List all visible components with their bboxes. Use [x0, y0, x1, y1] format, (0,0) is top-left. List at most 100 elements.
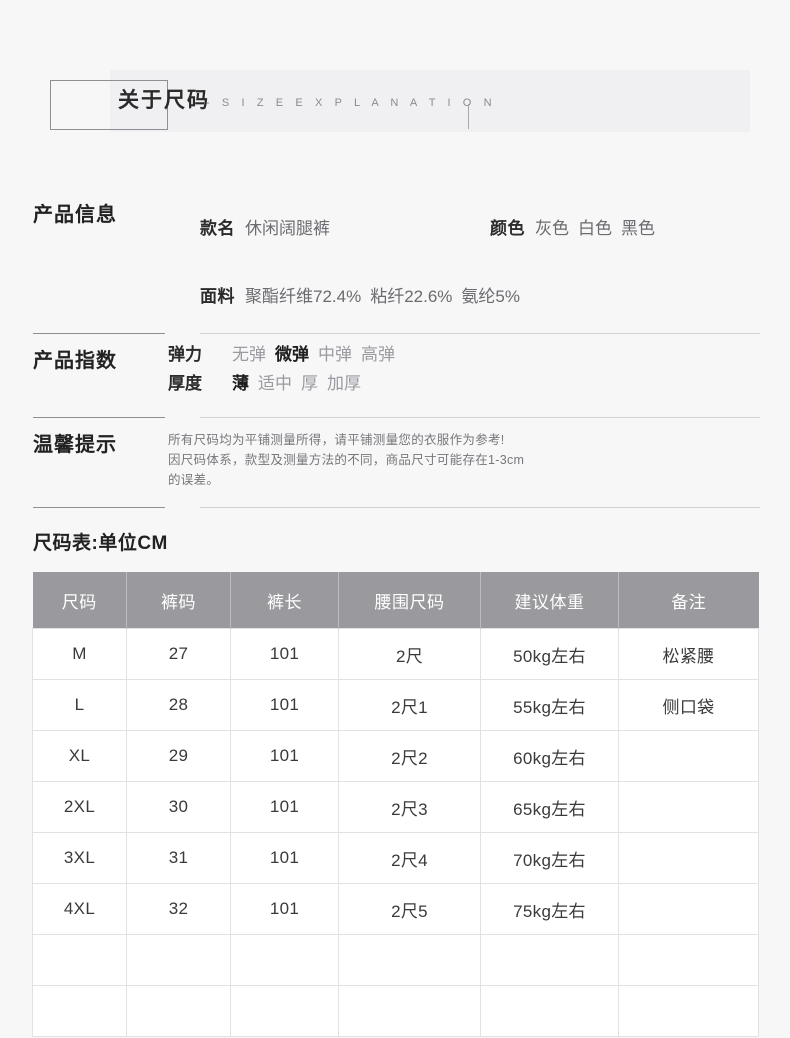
thickness-option-1: 适中	[258, 374, 292, 393]
elasticity-option-0: 无弹	[232, 345, 266, 364]
table-cell	[32, 934, 127, 986]
size-table: 尺码 裤码 裤长 腰围尺码 建议体重 备注 M 27 101 2尺 50kg左右…	[32, 572, 759, 1037]
banner-background	[110, 70, 750, 132]
product-info-block: 产品信息 款名 休闲阔腿裤 颜色 灰色 白色 黑色 面料 聚酯纤维72.4% 粘纤22…	[0, 198, 790, 514]
table-cell: 30	[126, 781, 231, 833]
table-cell	[338, 934, 481, 986]
table-cell: 3XL	[32, 832, 127, 884]
table-cell: 侧口袋	[618, 679, 759, 731]
fabric-value-3: 氨纶5%	[461, 287, 520, 306]
table-cell	[230, 934, 339, 986]
thickness-option-3: 加厚	[327, 374, 361, 393]
table-row: XL 29 101 2尺2 60kg左右	[32, 730, 759, 782]
table-cell: 松紧腰	[618, 628, 759, 680]
table-cell: 2尺	[338, 628, 481, 680]
color-label: 颜色	[490, 219, 525, 238]
banner-vertical-divider	[468, 104, 469, 129]
banner-outline-box	[50, 80, 168, 130]
table-cell	[618, 832, 759, 884]
table-cell: 55kg左右	[480, 679, 619, 731]
table-cell: 70kg左右	[480, 832, 619, 884]
thickness-label: 厚度	[168, 374, 202, 393]
color-value-2: 白色	[578, 219, 612, 238]
size-table-header-row: 尺码 裤码 裤长 腰围尺码 建议体重 备注	[32, 572, 759, 629]
size-table-header-cell: 腰围尺码	[338, 572, 481, 629]
section-product-index-body: 弹力 无弹 微弹 中弹 高弹 厚度 薄适中厚加厚	[168, 340, 790, 398]
size-table-header-cell: 裤码	[126, 572, 231, 629]
table-cell: 101	[230, 679, 339, 731]
table-cell	[126, 985, 231, 1037]
table-cell: 4XL	[32, 883, 127, 935]
table-cell: 2尺1	[338, 679, 481, 731]
table-cell: 31	[126, 832, 231, 884]
table-cell: 101	[230, 883, 339, 935]
table-cell	[618, 985, 759, 1037]
table-row: 2XL 30 101 2尺3 65kg左右	[32, 781, 759, 833]
style-name-label: 款名	[200, 219, 235, 238]
table-cell: 101	[230, 628, 339, 680]
thickness-option-2: 厚	[301, 374, 318, 393]
color-field: 颜色 灰色 白色 黑色	[490, 214, 664, 239]
elasticity-option-3: 高弹	[361, 345, 395, 364]
table-row	[32, 985, 759, 1037]
tip-line-3: 的误差。	[168, 473, 220, 487]
table-cell: 101	[230, 781, 339, 833]
table-cell	[618, 781, 759, 833]
table-row: M 27 101 2尺 50kg左右 松紧腰	[32, 628, 759, 680]
color-value-3: 黑色	[621, 219, 655, 238]
table-cell	[480, 985, 619, 1037]
section-product-info: 产品信息 款名 休闲阔腿裤 颜色 灰色 白色 黑色 面料 聚酯纤维72.4% 粘纤22…	[0, 198, 790, 328]
table-cell: 2XL	[32, 781, 127, 833]
elasticity-label: 弹力	[168, 345, 202, 364]
fabric-field: 面料 聚酯纤维72.4% 粘纤22.6% 氨纶5%	[200, 282, 529, 307]
table-cell: 75kg左右	[480, 883, 619, 935]
table-cell: XL	[32, 730, 127, 782]
table-cell: M	[32, 628, 127, 680]
size-table-header-cell: 尺码	[32, 572, 127, 629]
section-product-index-label: 产品指数	[33, 350, 117, 372]
style-name-field: 款名 休闲阔腿裤	[200, 214, 330, 239]
divider-above-tips	[0, 412, 790, 424]
elasticity-option-1: 微弹	[275, 345, 309, 364]
color-value-1: 灰色	[535, 219, 569, 238]
tip-line-1: 所有尺码均为平铺测量所得，请平铺测量您的衣服作为参考!	[168, 433, 505, 447]
table-row: 4XL 32 101 2尺5 75kg左右	[32, 883, 759, 935]
table-cell: 29	[126, 730, 231, 782]
table-cell	[230, 985, 339, 1037]
fabric-value-1: 聚酯纤维72.4%	[245, 287, 362, 306]
table-cell	[480, 934, 619, 986]
table-cell: 50kg左右	[480, 628, 619, 680]
size-explanation-banner: 关于尺码 - S I Z E E X P L A N A T I O N	[0, 70, 790, 138]
size-table-header-cell: 备注	[618, 572, 759, 629]
size-table-body: M 27 101 2尺 50kg左右 松紧腰 L 28 101 2尺1 55kg…	[32, 628, 759, 1037]
banner-title: 关于尺码	[118, 89, 210, 112]
table-cell: 101	[230, 730, 339, 782]
table-cell	[126, 934, 231, 986]
table-cell	[618, 934, 759, 986]
elasticity-row: 弹力 无弹 微弹 中弹 高弹	[168, 340, 760, 365]
thickness-options: 薄适中厚加厚	[232, 369, 370, 394]
table-cell	[618, 883, 759, 935]
table-cell	[32, 985, 127, 1037]
tip-line-2: 因尺码体系，款型及测量方法的不同，商品尺寸可能存在1-3cm	[168, 453, 525, 467]
banner-subtitle: - S I Z E E X P L A N A T I O N	[206, 97, 497, 109]
table-row: 3XL 31 101 2尺4 70kg左右	[32, 832, 759, 884]
section-product-index: 产品指数 弹力 无弹 微弹 中弹 高弹 厚度 薄适中厚加厚	[0, 340, 790, 412]
table-row	[32, 934, 759, 986]
thickness-row: 厚度 薄适中厚加厚	[168, 369, 760, 394]
table-row: L 28 101 2尺1 55kg左右 侧口袋	[32, 679, 759, 731]
divider-below-tips	[0, 502, 790, 514]
table-cell: 2尺2	[338, 730, 481, 782]
table-cell: 32	[126, 883, 231, 935]
fabric-label: 面料	[200, 287, 235, 306]
color-values: 灰色 白色 黑色	[535, 214, 664, 239]
table-cell: L	[32, 679, 127, 731]
table-cell	[618, 730, 759, 782]
table-cell: 60kg左右	[480, 730, 619, 782]
table-cell: 28	[126, 679, 231, 731]
elasticity-option-2: 中弹	[318, 345, 352, 364]
style-name-value: 休闲阔腿裤	[245, 219, 330, 238]
thickness-option-0: 薄	[232, 374, 249, 393]
fabric-value-2: 粘纤22.6%	[370, 287, 453, 306]
size-table-title: 尺码表:单位CM	[33, 533, 168, 554]
